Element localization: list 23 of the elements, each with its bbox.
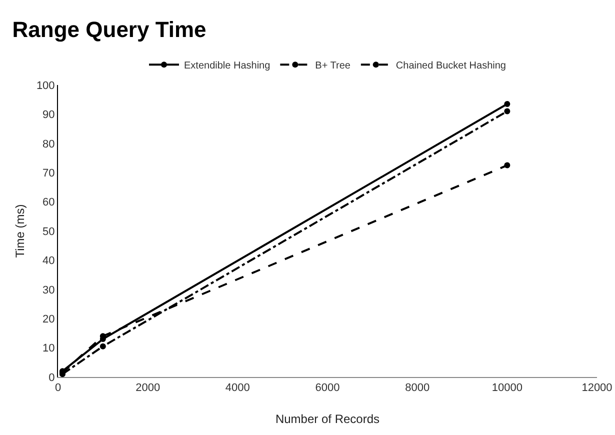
chart-title: Range Query Time — [12, 17, 206, 42]
x-axis-title: Number of Records — [275, 412, 380, 426]
y-tick-label: 40 — [42, 255, 55, 268]
y-tick-label: 80 — [42, 138, 55, 150]
y-tick-label: 10 — [42, 342, 55, 355]
x-tick-label: 10000 — [492, 382, 522, 394]
y-tick-label: 30 — [42, 284, 55, 296]
x-tick-label: 4000 — [225, 382, 250, 394]
y-tick-label: 100 — [36, 80, 55, 92]
x-tick-label: 12000 — [582, 382, 612, 394]
y-tick-label: 0 — [48, 372, 55, 384]
y-tick-label: 60 — [42, 196, 55, 209]
y-tick-label: 90 — [42, 109, 55, 122]
legend-label: Extendible Hashing — [184, 60, 270, 72]
x-tick-label: 6000 — [315, 382, 340, 394]
x-tick-label: 2000 — [136, 382, 160, 394]
y-tick-label: 70 — [42, 167, 55, 180]
legend-label: Chained Bucket Hashing — [396, 60, 506, 72]
y-axis-title: Time (ms) — [13, 204, 27, 258]
legend-label: B+ Tree — [315, 60, 351, 72]
y-tick-label: 50 — [42, 226, 55, 238]
y-tick-label: 20 — [42, 313, 55, 326]
x-tick-label: 8000 — [405, 382, 430, 394]
